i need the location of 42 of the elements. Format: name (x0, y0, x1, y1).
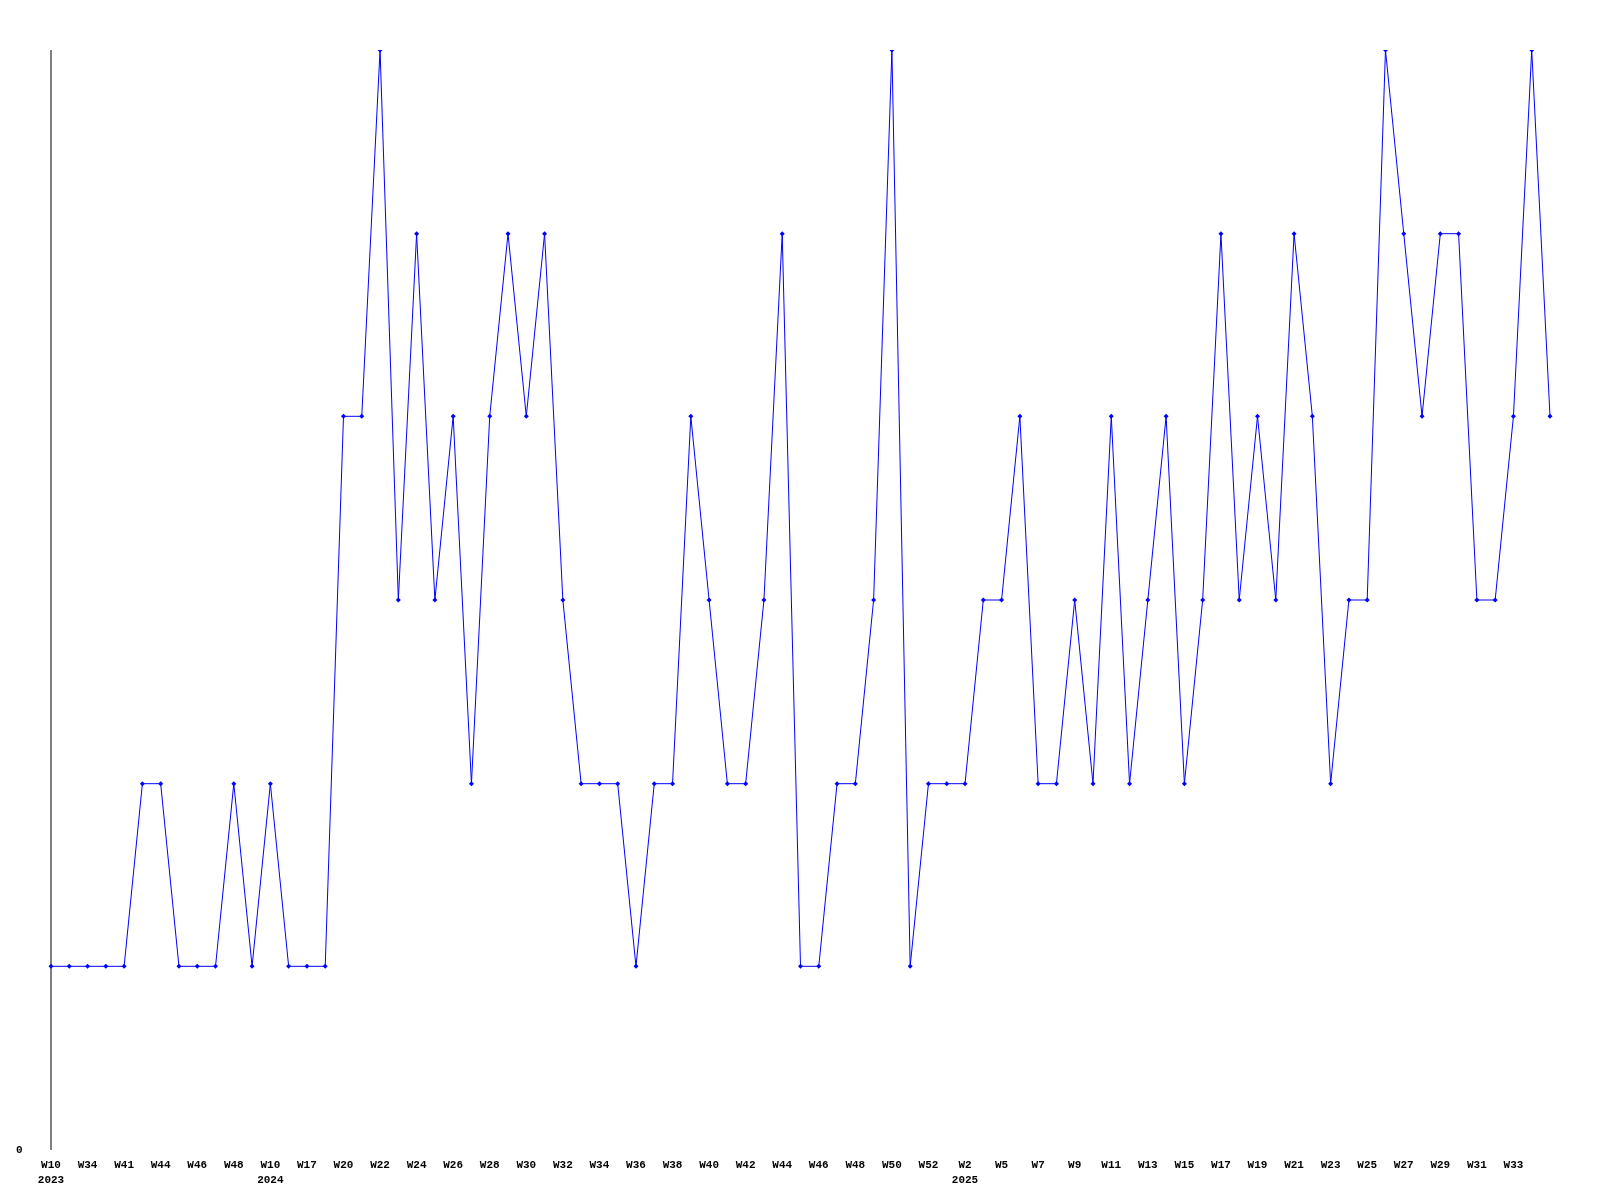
x-tick-label: W41 (114, 1159, 135, 1171)
x-tick-label: W33 (1503, 1159, 1524, 1171)
x-tick-label: W30 (516, 1159, 537, 1171)
x-tick-label: W32 (552, 1159, 573, 1171)
x-tick-label: W23 (1320, 1159, 1341, 1171)
x-tick-label: W20 (333, 1159, 354, 1171)
x-tick-label: W52 (918, 1159, 939, 1171)
x-tick-label: W10 2023 (37, 1159, 65, 1186)
text: 0 (16, 1143, 23, 1157)
x-tick-label: W34 (77, 1159, 98, 1171)
x-tick-label: W27 (1393, 1159, 1414, 1171)
x-tick-label: W26 (443, 1159, 464, 1171)
x-tick-label: W46 (808, 1159, 829, 1171)
x-tick-label: W11 (1101, 1159, 1122, 1171)
x-tick-label: W13 (1137, 1159, 1159, 1171)
x-tick-label: W38 (662, 1159, 683, 1171)
x-tick-label: W29 (1430, 1159, 1451, 1171)
x-tick-label: W42 (735, 1159, 756, 1171)
x-tick-label: W28 (479, 1159, 501, 1171)
x-tick-label: W2 2025 (951, 1159, 979, 1186)
x-tick-label: W22 (370, 1159, 390, 1171)
x-tick-label: W21 (1284, 1159, 1305, 1171)
x-tick-label: W17 (297, 1159, 317, 1171)
x-tick-label: W36 (626, 1159, 646, 1171)
x-tick-label: W34 (589, 1159, 610, 1171)
x-tick-label: W48 (223, 1159, 245, 1171)
x-tick-label: W7 (1031, 1159, 1045, 1171)
x-tick-label: W24 (406, 1159, 427, 1171)
x-tick-label: W44 (772, 1159, 793, 1171)
x-tick-label: W9 (1068, 1159, 1082, 1171)
x-tick-label: W44 (150, 1159, 171, 1171)
x-tick-label: W5 (994, 1159, 1009, 1171)
x-tick-label: W50 (882, 1159, 902, 1171)
x-tick-label: W40 (699, 1159, 719, 1171)
x-tick-label: W25 (1357, 1159, 1378, 1171)
x-tick-label: W19 (1247, 1159, 1268, 1171)
x-tick-label: W15 (1174, 1159, 1195, 1171)
x-tick-label: W48 (845, 1159, 866, 1171)
x-tick-label: W46 (187, 1159, 208, 1171)
x-tick-label: W31 (1466, 1159, 1488, 1171)
x-tick-label: W10 2024 (257, 1159, 284, 1186)
x-tick-label: W17 (1211, 1159, 1231, 1171)
